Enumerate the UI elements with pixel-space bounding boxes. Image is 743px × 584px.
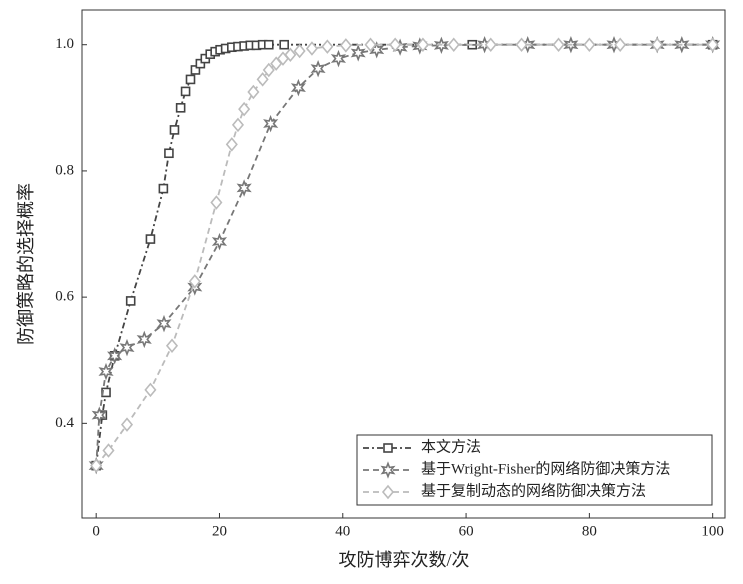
legend-marker [381,484,395,500]
marker [107,347,123,365]
marker [284,47,297,63]
y-axis-label: 防御策略的选择概率 [16,183,36,345]
marker [262,62,275,78]
marker [256,72,269,87]
marker [169,125,180,135]
marker [263,114,279,133]
x-axis-label: 攻防博弈次数/次 [338,550,469,570]
marker [389,37,402,52]
marker [156,314,172,333]
marker [145,234,156,244]
series-line [95,43,713,467]
marker [330,49,347,68]
marker [279,39,290,50]
marker [614,37,627,52]
marker [247,84,260,100]
marker [236,179,252,197]
x-tick-label: 60 [459,523,474,539]
marker [175,103,186,113]
legend-marker [383,443,393,453]
marker [144,382,157,398]
marker [583,37,596,52]
marker [91,406,107,424]
y-tick-label: 0.8 [55,162,74,178]
marker [210,195,223,210]
marker [190,65,201,75]
x-tick-label: 0 [92,523,100,539]
series-line [95,43,713,466]
marker [515,37,528,52]
y-tick-label: 0.6 [55,289,74,305]
marker [98,362,114,381]
legend-box [356,434,713,506]
marker [293,43,306,59]
marker [136,330,152,349]
marker [120,417,134,432]
legend-marker [380,461,396,479]
y-tick-label: 0.4 [55,415,74,431]
marker [305,41,318,56]
legend-label: 本文方法 [421,438,481,455]
marker [225,137,238,152]
marker [263,39,274,50]
marker [447,37,460,52]
marker [211,232,228,251]
marker [180,86,191,97]
x-tick-label: 40 [335,523,350,539]
marker [158,183,169,194]
y-tick-label: 1.0 [55,36,74,52]
marker [125,296,136,306]
marker [651,37,664,52]
marker [119,338,135,357]
x-tick-label: 100 [701,523,724,539]
marker [231,117,245,133]
legend-label: 基于复制动态的网络防御决策方法 [421,481,646,499]
marker [416,37,429,52]
x-tick-label: 80 [582,523,597,539]
plot-frame [81,9,726,519]
marker [164,148,174,159]
marker [310,59,326,78]
marker [321,39,334,54]
marker [484,37,497,52]
marker [195,58,206,69]
marker [90,458,103,473]
x-tick-label: 20 [212,523,227,539]
marker [165,338,179,353]
series-line [95,43,713,466]
marker [188,274,201,289]
marker [102,443,115,458]
marker [364,37,377,52]
marker [339,38,352,53]
marker [185,74,196,85]
marker [350,44,366,62]
marker [706,37,719,52]
marker [552,37,565,52]
legend-label: 基于Wright-Fisher的网络防御决策方法 [421,460,670,477]
marker [290,78,306,97]
marker [238,101,251,117]
